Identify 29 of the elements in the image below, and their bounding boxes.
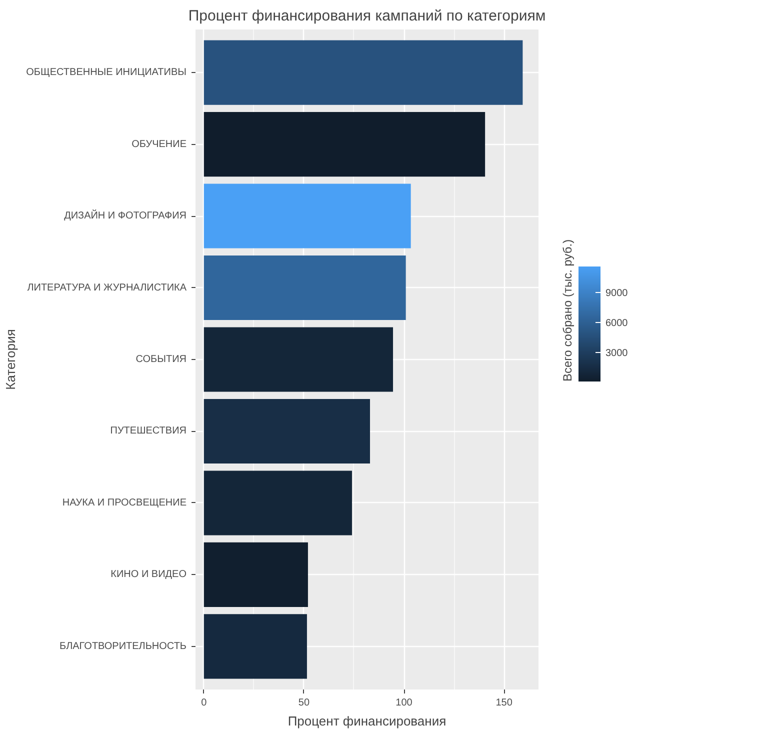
x-tick-label: 150 (496, 698, 513, 708)
y-tick-label: ОБУЧЕНИЕ (132, 138, 187, 150)
bar (204, 542, 308, 607)
y-tick-label: СОБЫТИЯ (136, 354, 187, 365)
x-tick-label: 100 (396, 698, 413, 708)
bar (204, 184, 411, 248)
x-tick-label: 0 (201, 698, 208, 708)
color-bar-label: 3000 (606, 348, 628, 359)
bar (204, 40, 523, 105)
x-axis-title: Процент финансирования (288, 714, 446, 728)
y-tick-label: ОБЩЕСТВЕННЫЕ ИНИЦИАТИВЫ (26, 67, 187, 78)
color-bar-label: 6000 (606, 318, 628, 329)
color-bar-title: Всего собрано (тыс. руб.) (560, 239, 574, 382)
y-tick-label: НАУКА И ПРОСВЕЩЕНИЕ (62, 497, 187, 508)
bar (204, 327, 394, 392)
y-tick-label: БЛАГОТВОРИТЕЛЬНОСТЬ (60, 640, 187, 652)
bar (204, 255, 406, 320)
y-tick-label: ДИЗАЙН И ФОТОГРАФИЯ (64, 208, 187, 222)
y-axis-title: Категория (3, 329, 18, 390)
y-tick-label: ПУТЕШЕСТВИЯ (110, 426, 187, 437)
chart-title: Процент финансирования кампаний по категориям (188, 8, 546, 24)
bar (204, 614, 307, 679)
y-tick-label: ЛИТЕРАТУРА И ЖУРНАЛИСТИКА (27, 282, 187, 294)
y-tick-label: КИНО И ВИДЕО (110, 569, 187, 580)
bar (204, 398, 370, 464)
bar (204, 112, 486, 177)
bar (204, 470, 352, 536)
color-bar-label: 9000 (606, 288, 628, 299)
x-tick-label: 50 (298, 698, 310, 708)
